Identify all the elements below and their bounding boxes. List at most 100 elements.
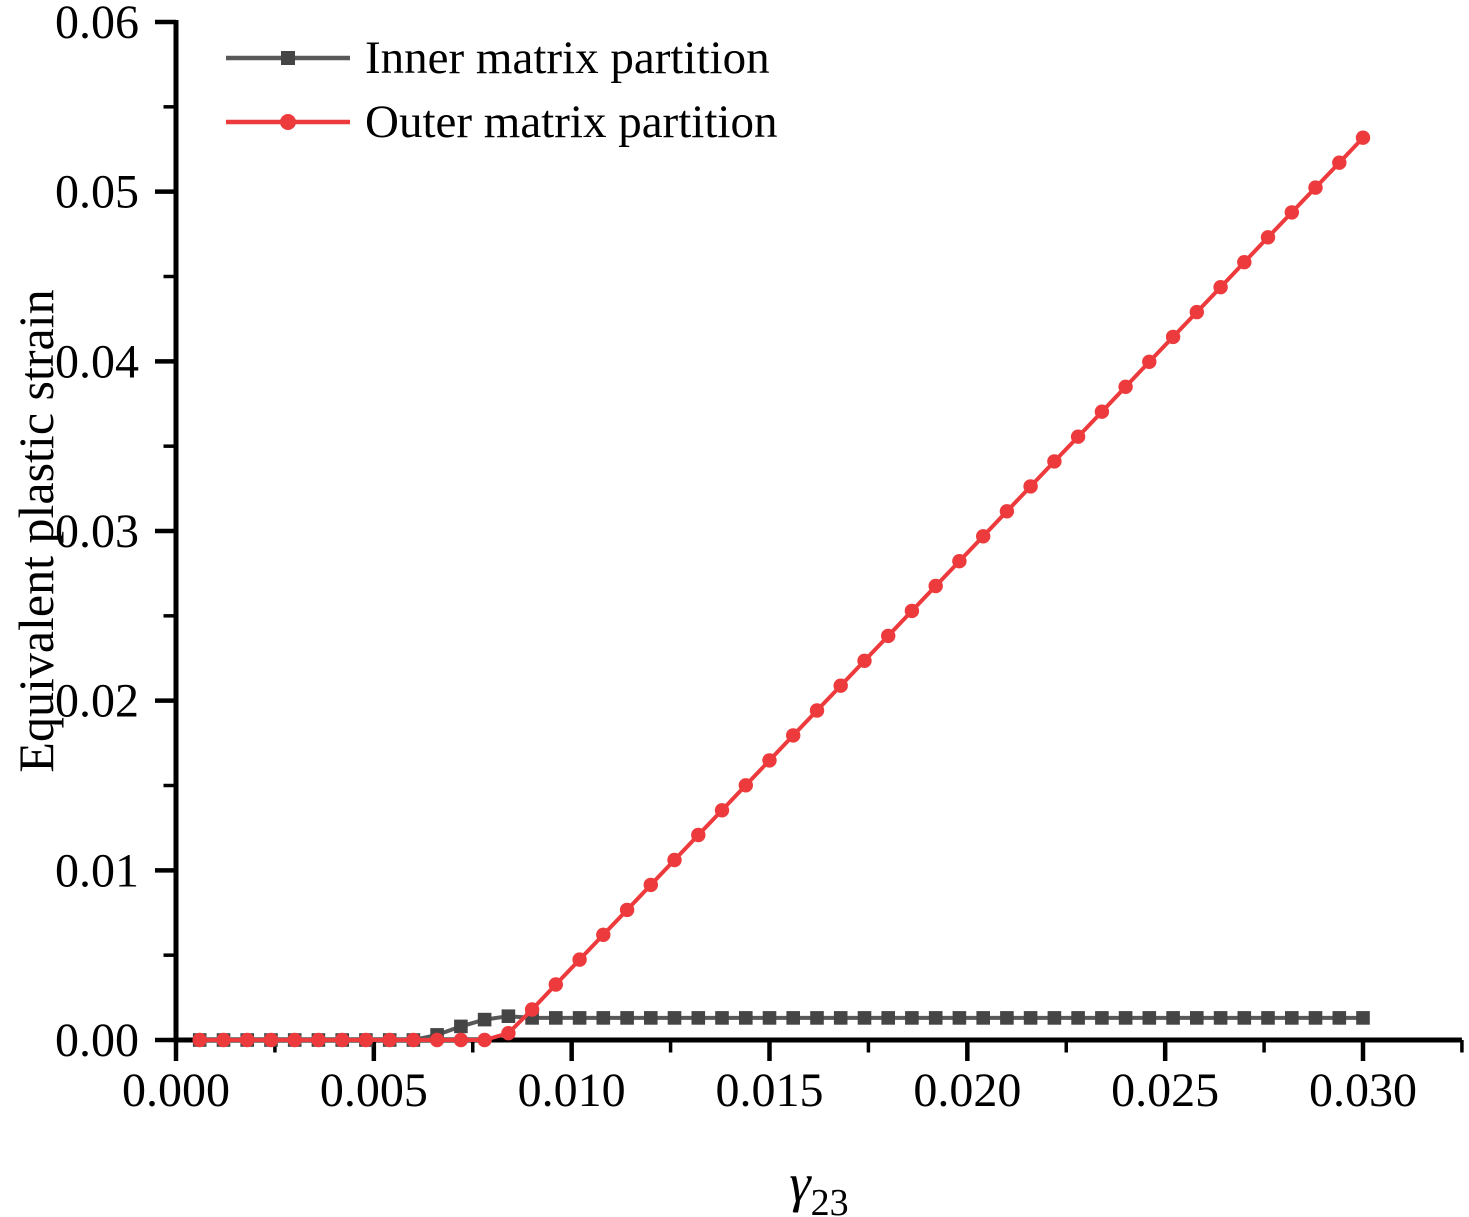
- series-marker-square: [1000, 1011, 1014, 1025]
- series-marker-square: [1142, 1011, 1157, 1025]
- series-marker-square: [1095, 1011, 1109, 1025]
- series-marker-square: [786, 1011, 800, 1025]
- x-tick-label: 0.020: [913, 1064, 1021, 1117]
- x-tick-label: 0.030: [1309, 1064, 1417, 1117]
- y-tick-label: 0.01: [55, 844, 139, 897]
- series-marker-circle: [548, 977, 563, 992]
- series-line-inner: [199, 1014, 1363, 1042]
- series-marker-circle: [1332, 155, 1347, 170]
- series-marker-square: [1023, 1011, 1038, 1025]
- series-marker-circle: [1308, 180, 1323, 195]
- series-marker-circle: [501, 1026, 516, 1041]
- legend-label-inner: Inner matrix partition: [365, 32, 770, 84]
- series-marker-square: [620, 1011, 634, 1025]
- series-marker-circle: [1094, 404, 1110, 419]
- x-axis-title-symbol: γ: [789, 1153, 811, 1213]
- series-marker-square: [1071, 1011, 1085, 1025]
- series-marker-square: [667, 1011, 682, 1025]
- series-marker-circle: [1047, 454, 1062, 469]
- legend-sample-inner: [226, 51, 350, 65]
- series-marker-circle: [1023, 479, 1038, 494]
- y-tick-label: 0.02: [55, 675, 139, 728]
- series-marker-square: [881, 1011, 895, 1025]
- series-marker-square: [454, 1019, 468, 1034]
- x-tick-label: 0.015: [716, 1064, 824, 1117]
- series-marker-square: [952, 1011, 967, 1025]
- series-marker-circle: [928, 578, 943, 594]
- series-marker-circle: [216, 1032, 231, 1048]
- series-marker-square: [1308, 1011, 1323, 1025]
- series-marker-circle: [240, 1032, 255, 1048]
- legend-item-inner: Inner matrix partition: [224, 26, 777, 90]
- series-marker-circle: [1070, 429, 1086, 444]
- x-axis-title-subscript: 23: [810, 1182, 849, 1217]
- series-marker-square: [549, 1011, 563, 1025]
- legend: Inner matrix partition Outer matrix part…: [224, 26, 777, 154]
- series-marker-square: [715, 1011, 729, 1025]
- x-tick-label: 0.000: [122, 1064, 230, 1117]
- series-marker-circle: [1355, 130, 1371, 145]
- series-marker-circle: [477, 1032, 492, 1048]
- series-marker-square: [905, 1011, 919, 1025]
- series-marker-square: [1261, 1011, 1275, 1025]
- x-axis-title: γ23: [789, 1152, 848, 1217]
- series-marker-circle: [999, 504, 1015, 519]
- series-marker-square: [1190, 1011, 1204, 1025]
- x-tick-label: 0.010: [518, 1064, 626, 1117]
- series-marker-circle: [263, 1032, 279, 1048]
- series-marker-circle: [833, 678, 848, 693]
- series-marker-square: [1237, 1011, 1252, 1025]
- series-marker-circle: [287, 1032, 302, 1048]
- series-marker-square: [596, 1011, 611, 1025]
- series-marker-circle: [809, 703, 825, 718]
- series-marker-square: [1118, 1011, 1133, 1025]
- series-marker-circle: [572, 952, 587, 967]
- series-marker-circle: [786, 728, 801, 743]
- series-marker-circle: [382, 1032, 397, 1048]
- series-marker-circle: [1165, 329, 1181, 345]
- series-marker-circle: [524, 1002, 540, 1017]
- series-marker-circle: [904, 603, 920, 619]
- series-marker-square: [501, 1009, 516, 1023]
- series-marker-square: [1285, 1011, 1299, 1025]
- series-marker-square: [477, 1012, 492, 1027]
- series-marker-square: [1213, 1011, 1228, 1025]
- series-marker-square: [762, 1011, 777, 1025]
- y-tick-label: 0.05: [55, 166, 139, 219]
- series-marker-square: [572, 1011, 587, 1025]
- series-marker-circle: [1142, 354, 1157, 369]
- legend-item-outer: Outer matrix partition: [224, 90, 777, 154]
- series-marker-circle: [358, 1032, 374, 1048]
- series-marker-circle: [1213, 280, 1228, 295]
- legend-sample-outer: [226, 114, 350, 130]
- series-marker-circle: [976, 529, 991, 544]
- series-marker-circle: [596, 927, 611, 942]
- y-tick-label: 0.06: [55, 0, 139, 49]
- series-marker-circle: [714, 803, 730, 818]
- legend-marker-circle-icon: [280, 114, 296, 130]
- series-marker-square: [928, 1011, 943, 1025]
- series-marker-square: [691, 1011, 706, 1025]
- y-tick-label: 0.04: [55, 335, 139, 388]
- series-marker-circle: [1284, 205, 1300, 220]
- series-marker-circle: [857, 653, 872, 668]
- x-tick-label: 0.005: [320, 1064, 428, 1117]
- series-marker-circle: [453, 1032, 469, 1048]
- series-marker-circle: [643, 877, 658, 893]
- series-marker-circle: [311, 1032, 326, 1048]
- series-marker-circle: [691, 827, 706, 843]
- series-marker-circle: [619, 902, 635, 918]
- series-marker-square: [810, 1011, 824, 1025]
- series-marker-circle: [1260, 230, 1276, 245]
- series-marker-square: [1047, 1011, 1062, 1025]
- series-marker-square: [1166, 1011, 1180, 1025]
- y-axis-title: Equivalent plastic strain: [8, 289, 64, 773]
- series-marker-square: [1332, 1011, 1347, 1025]
- series-marker-circle: [762, 753, 777, 768]
- series-marker-circle: [429, 1032, 445, 1048]
- series-marker-circle: [1189, 304, 1205, 320]
- legend-label-outer: Outer matrix partition: [365, 96, 778, 148]
- series-marker-circle: [335, 1032, 350, 1048]
- series-marker-circle: [667, 852, 682, 868]
- series-marker-circle: [738, 778, 753, 793]
